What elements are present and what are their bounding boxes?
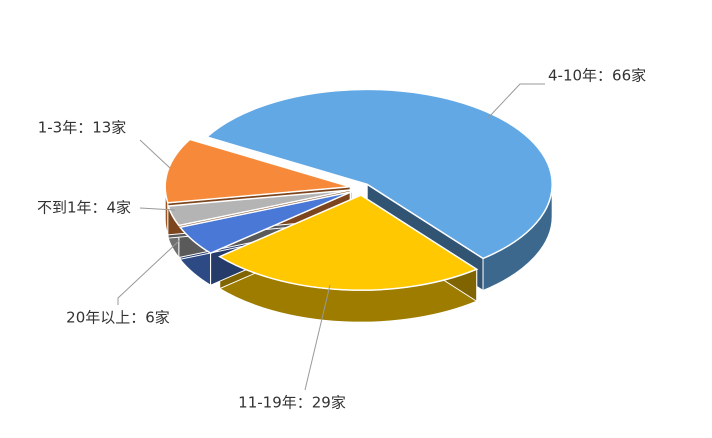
data-label: 11-19年：29家 (238, 394, 346, 412)
slice (178, 190, 353, 254)
data-label: 4-10年：66家 (548, 67, 646, 85)
data-label: 20年以上：6家 (66, 309, 170, 327)
leader-line (139, 207, 176, 211)
data-label: 1-3年：13家 (38, 119, 127, 137)
pie (164, 88, 553, 323)
leader-line (487, 83, 545, 119)
leader-line (139, 139, 171, 169)
leader-line (304, 284, 331, 391)
slice (205, 88, 553, 260)
leader-line (117, 239, 181, 305)
slice (164, 138, 351, 204)
data-label: 不到1年：4家 (37, 199, 131, 217)
slice (218, 194, 479, 291)
slice (167, 189, 351, 227)
